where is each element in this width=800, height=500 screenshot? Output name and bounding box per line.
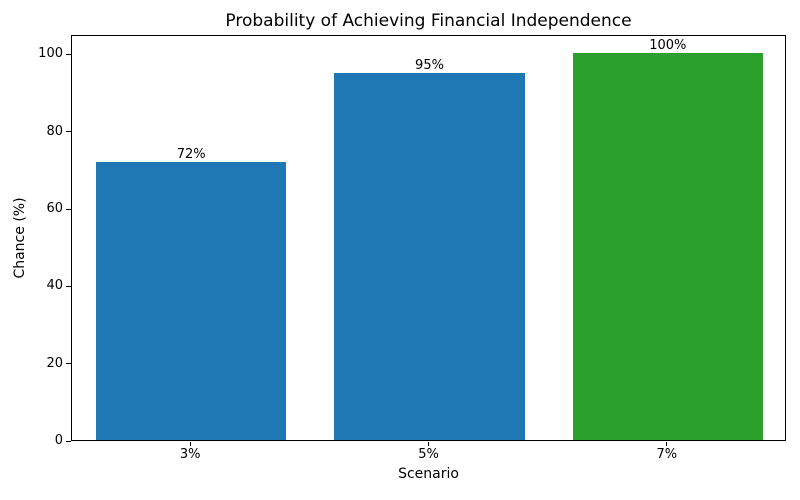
bar-value-label: 72% bbox=[176, 146, 206, 162]
y-tick-label: 20 bbox=[46, 355, 63, 371]
y-tick-label: 60 bbox=[46, 201, 63, 216]
x-tick-mark bbox=[428, 442, 429, 446]
y-tick-mark bbox=[66, 53, 71, 55]
y-tick-label: 40 bbox=[46, 278, 63, 294]
x-tick-mark bbox=[666, 442, 668, 446]
y-tick-label: 100 bbox=[38, 46, 63, 62]
y-tick-mark bbox=[66, 285, 71, 287]
chart-title: Probability of Achieving Financial Indep… bbox=[225, 11, 632, 31]
bar bbox=[334, 72, 525, 440]
x-axis-title: Scenario bbox=[398, 466, 459, 482]
bar-value-label: 100% bbox=[649, 38, 687, 54]
y-tick-mark bbox=[66, 131, 71, 133]
y-tick-label: 0 bbox=[54, 433, 63, 448]
bar-value-label: 95% bbox=[415, 57, 444, 73]
plot-area: 72% 95% 100% bbox=[71, 35, 786, 441]
y-tick-mark bbox=[66, 208, 71, 210]
y-tick-mark bbox=[66, 363, 71, 365]
x-tick-mark bbox=[189, 442, 191, 446]
bar bbox=[572, 53, 764, 440]
x-tick-label: 5% bbox=[418, 447, 439, 462]
bar bbox=[95, 161, 287, 440]
y-tick-mark bbox=[66, 440, 71, 442]
x-tick-label: 3% bbox=[179, 447, 201, 462]
y-tick-label: 80 bbox=[46, 123, 63, 139]
x-tick-label: 7% bbox=[656, 447, 678, 462]
